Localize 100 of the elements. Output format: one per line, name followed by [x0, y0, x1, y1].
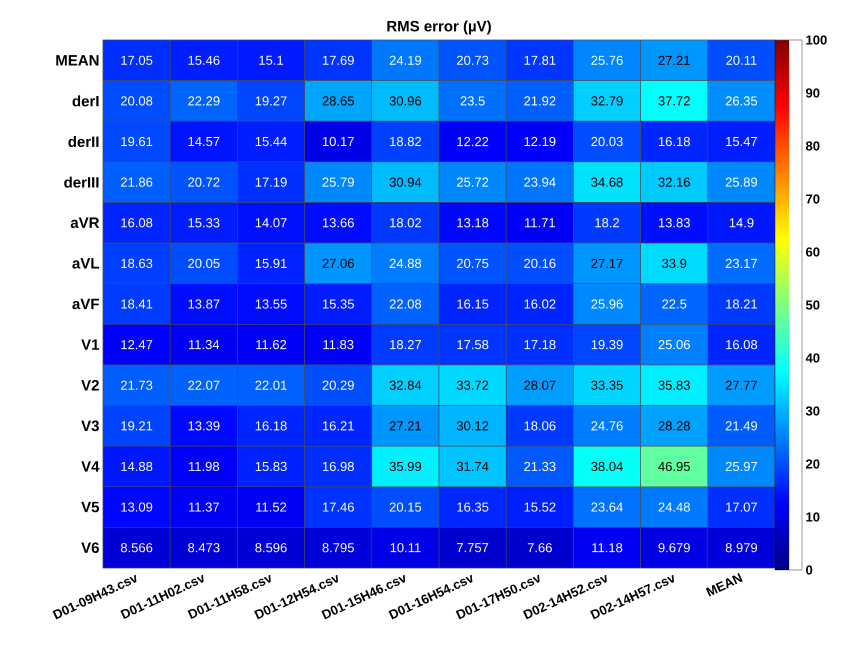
data-label: 35.83 — [658, 380, 690, 390]
data-label: 20.11 — [726, 56, 757, 65]
data-label: 13.66 — [322, 218, 354, 228]
data-label: 31.74 — [456, 462, 488, 472]
data-label: 38.04 — [591, 462, 623, 472]
data-label: 20.29 — [322, 380, 354, 390]
data-label: 37.72 — [658, 96, 690, 106]
data-label: 13.18 — [457, 218, 488, 228]
data-label: 12.47 — [121, 340, 152, 350]
data-label: 15.44 — [256, 137, 287, 146]
data-label: 16.35 — [457, 502, 488, 512]
data-label: 19.39 — [592, 340, 623, 350]
data-label: 16.08 — [121, 218, 152, 228]
data-label: 7.757 — [457, 543, 488, 552]
y-tick-label: V1 — [81, 339, 100, 350]
data-label: 16.21 — [322, 421, 354, 430]
y-tick-label: V4 — [81, 461, 100, 472]
data-label: 46.95 — [658, 462, 690, 472]
data-label: 18.82 — [390, 136, 422, 146]
data-label: 34.68 — [591, 178, 623, 187]
data-label: 32.16 — [658, 178, 690, 187]
color-bar-label: 70 — [806, 194, 820, 204]
data-label: 13.87 — [188, 299, 220, 309]
data-label: 27.21 — [390, 421, 422, 430]
data-label: 33.35 — [591, 380, 623, 390]
data-label: 35.99 — [390, 462, 422, 472]
data-label: 20.16 — [524, 258, 556, 268]
data-label: 16.02 — [524, 299, 556, 309]
data-label: 18.2 — [595, 218, 619, 228]
data-label: 17.07 — [726, 502, 758, 512]
data-label: 24.88 — [390, 258, 422, 268]
data-label: 18.21 — [726, 299, 758, 309]
data-label: 21.49 — [726, 421, 758, 430]
data-label: 17.69 — [322, 56, 354, 65]
data-label: 22.29 — [188, 96, 220, 106]
data-label: 32.79 — [591, 96, 623, 106]
data-label: 20.72 — [188, 178, 220, 187]
data-label: 20.75 — [457, 258, 488, 268]
data-label: 15.1 — [259, 56, 284, 65]
color-bar-label: 40 — [806, 353, 820, 363]
data-label: 21.73 — [121, 380, 152, 390]
data-label: 11.34 — [189, 340, 220, 350]
data-label: 13.55 — [256, 299, 287, 309]
data-label: 30.94 — [390, 178, 422, 187]
data-label: 25.06 — [658, 340, 690, 350]
data-label: 21.86 — [121, 178, 152, 187]
data-label: 14.07 — [256, 218, 287, 228]
y-tick-label: V2 — [81, 380, 99, 390]
data-label: 11.52 — [256, 502, 286, 512]
data-label: 13.83 — [658, 218, 690, 228]
color-bar-label: 50 — [806, 300, 820, 310]
data-label: 18.27 — [390, 340, 422, 350]
data-label: 16.98 — [322, 462, 354, 472]
data-label: 28.07 — [524, 380, 556, 390]
data-label: 12.19 — [524, 136, 556, 146]
data-label: 22.5 — [662, 299, 686, 309]
data-label: 24.76 — [591, 421, 623, 430]
data-label: 24.48 — [658, 502, 690, 512]
data-label: 13.39 — [188, 421, 220, 430]
data-label: 12.22 — [457, 136, 488, 146]
data-label: 14.88 — [121, 462, 152, 472]
data-label: 23.17 — [726, 258, 758, 268]
y-tick-label: V6 — [81, 542, 99, 553]
data-label: 11.98 — [189, 462, 220, 472]
data-label: 13.09 — [121, 502, 152, 512]
data-label: 33.72 — [456, 380, 488, 390]
data-label: 8.473 — [188, 543, 220, 552]
data-label: 17.18 — [524, 340, 556, 350]
data-label: 21.33 — [524, 462, 556, 472]
data-label: 16.18 — [658, 136, 690, 146]
data-label: 20.15 — [390, 502, 422, 512]
data-label: 32.84 — [390, 380, 422, 390]
data-label: 30.12 — [456, 421, 488, 430]
data-label: 14.9 — [730, 218, 754, 228]
color-bar-label: 100 — [806, 35, 827, 45]
y-tick-label: aVL — [72, 258, 100, 269]
data-label: 25.72 — [457, 178, 488, 187]
y-tick-label: derI — [72, 95, 98, 106]
data-label: 15.33 — [188, 218, 220, 228]
data-label: 8.596 — [255, 543, 287, 552]
chart-title: RMS error (µV) — [387, 20, 491, 34]
data-label: 22.07 — [188, 380, 220, 390]
y-tick-label: V5 — [81, 502, 100, 512]
color-bar-label: 0 — [806, 565, 812, 575]
color-bar-label: 80 — [806, 141, 820, 151]
data-label: 8.795 — [322, 543, 354, 552]
data-label: 15.47 — [726, 137, 758, 146]
data-label: 27.21 — [658, 56, 690, 65]
data-label: 15.46 — [188, 56, 220, 65]
data-label: 17.81 — [524, 56, 556, 65]
y-tick-label: V3 — [81, 420, 99, 432]
color-bar-label: 60 — [806, 247, 820, 257]
data-label: 27.77 — [726, 380, 758, 390]
data-label: 20.73 — [457, 56, 488, 65]
data-label: 25.89 — [726, 178, 758, 187]
data-label: 25.79 — [322, 178, 354, 187]
data-label: 16.08 — [726, 340, 758, 350]
data-label: 22.08 — [390, 299, 422, 309]
data-label: 15.52 — [524, 502, 556, 512]
data-label: 11.37 — [189, 502, 219, 512]
